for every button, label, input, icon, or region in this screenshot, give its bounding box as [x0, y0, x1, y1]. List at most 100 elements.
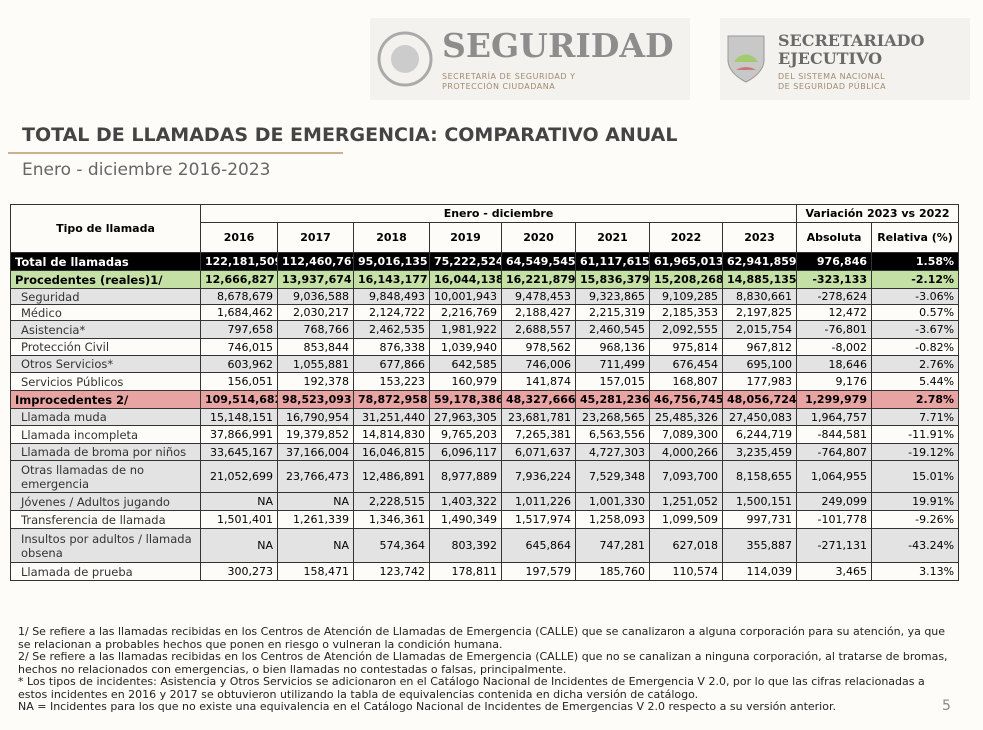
cell: -271,131	[796, 528, 873, 563]
row-label: Otras llamadas de no emergencia	[10, 460, 201, 493]
cell: 2,030,217	[277, 304, 354, 321]
cell: 158,471	[277, 562, 354, 581]
cell: 249,099	[796, 492, 873, 511]
table-row: Total de llamadas 122,181,509 112,460,767 9…	[10, 252, 960, 271]
footnote: * Los tipos de incidentes: Asistencia y …	[18, 675, 925, 701]
cell: 0.57%	[871, 304, 960, 321]
cell: 64,549,545	[501, 252, 576, 271]
row-label: Llamada de broma por niños	[10, 443, 201, 461]
cell: 48,327,666	[501, 390, 576, 409]
cell: NA	[200, 492, 278, 511]
cell: 95,016,135	[353, 252, 430, 271]
cell: 141,874	[501, 372, 576, 391]
cell: 975,814	[649, 338, 723, 356]
cell: 1,064,955	[796, 460, 873, 493]
cell: 114,039	[721, 562, 798, 581]
cell: 19,379,852	[277, 425, 354, 444]
table-row: Otras llamadas de no emergencia 21,052,69…	[10, 460, 960, 493]
column-header: 2016	[200, 222, 278, 253]
cell: 6,563,556	[575, 425, 650, 444]
cell: 8,977,889	[429, 460, 502, 493]
cell: 122,181,509	[200, 252, 278, 271]
footnotes: 1/ Se refiere a las llamadas recibidas e…	[18, 625, 948, 714]
column-header: 2020	[501, 222, 576, 253]
cell: 18,646	[796, 355, 873, 373]
row-label: Total de llamadas	[10, 252, 201, 271]
cell: 156,051	[200, 372, 278, 391]
subtitle: Enero - diciembre 2016-2023	[22, 160, 271, 180]
row-label: Jóvenes / Adultos jugando	[10, 492, 201, 511]
column-header: 2019	[429, 222, 502, 253]
cell: 16,046,815	[353, 443, 430, 461]
cell: -8,002	[796, 338, 873, 356]
cell: 2,092,555	[649, 320, 723, 339]
cell: 1,500,151	[721, 492, 798, 511]
cell: 976,846	[796, 252, 873, 271]
cell: 677,866	[353, 355, 430, 373]
table-row: Servicios Públicos 156,051 192,378 153,223 1…	[10, 372, 960, 391]
cell: 1,299,979	[796, 390, 873, 409]
column-header: 2021	[575, 222, 650, 253]
cell: 13,937,674	[277, 270, 354, 289]
cell: 1,258,093	[575, 510, 650, 529]
row-label: Protección Civil	[10, 338, 201, 356]
cell: 23,681,781	[501, 408, 576, 426]
cell: 197,579	[501, 562, 576, 581]
cell: 997,731	[721, 510, 798, 529]
cell: 355,887	[721, 528, 798, 563]
cell: 7,089,300	[649, 425, 723, 444]
row-label: Otros Servicios*	[10, 355, 201, 373]
cell: 2,460,545	[575, 320, 650, 339]
cell: 25,485,326	[649, 408, 723, 426]
cell: 2,185,353	[649, 304, 723, 321]
cell: 5.44%	[871, 372, 960, 391]
cell: 8,158,655	[721, 460, 798, 493]
cell: 15,836,379	[575, 270, 650, 289]
cell: 27,963,305	[429, 408, 502, 426]
table-row: Llamada de prueba 300,273 158,471 123,742 17…	[10, 562, 960, 581]
cell: 33,645,167	[200, 443, 278, 461]
cell: 9,109,285	[649, 288, 723, 305]
cell: 2,228,515	[353, 492, 430, 511]
table-row: Transferencia de llamada 1,501,401 1,261,3…	[10, 510, 960, 529]
cell: 9,323,865	[575, 288, 650, 305]
column-header: 2018	[353, 222, 430, 253]
table-row: Llamada incompleta 37,866,991 19,379,852 14…	[10, 425, 960, 444]
group-header: Enero - diciembre	[199, 204, 798, 223]
row-label: Llamada incompleta	[10, 425, 201, 444]
table-row: Llamada muda 15,148,151 16,790,954 31,251,4…	[10, 408, 960, 426]
cell: 177,983	[721, 372, 798, 391]
cell: 1,490,349	[429, 510, 502, 529]
footnote: NA = Incidentes para los que no existe u…	[18, 700, 836, 713]
table-row: Procedentes (reales)1/12,666,827 13,937,6…	[10, 270, 960, 289]
cell: 627,018	[649, 528, 723, 563]
cell: 12,472	[796, 304, 873, 321]
cell: 7,936,224	[501, 460, 576, 493]
cell: 16,143,177	[353, 270, 430, 289]
cell: 4,000,266	[649, 443, 723, 461]
cell: 1,039,940	[429, 338, 502, 356]
cell: 112,460,767	[277, 252, 354, 271]
data-table: Tipo de llamada Enero - diciembre Variació…	[10, 204, 960, 581]
cell: 803,392	[429, 528, 502, 563]
table-row: Otros Servicios* 603,962 1,055,881 677,866 6…	[10, 355, 960, 373]
cell: 61,965,013	[649, 252, 723, 271]
cell: 160,979	[429, 372, 502, 391]
row-label: Médico	[10, 304, 201, 321]
cell: 48,056,724	[721, 390, 798, 409]
cell: 574,364	[353, 528, 430, 563]
cell: 31,251,440	[353, 408, 430, 426]
cell: 1,011,226	[501, 492, 576, 511]
cell: -764,807	[796, 443, 873, 461]
cell: 16,790,954	[277, 408, 354, 426]
cell: 8,830,661	[721, 288, 798, 305]
table-row: Médico 1,684,462 2,030,217 2,124,722 2,216,7…	[10, 304, 960, 321]
cell: 2,216,769	[429, 304, 502, 321]
cell: 109,514,682	[200, 390, 278, 409]
cell: 178,811	[429, 562, 502, 581]
cell: 168,807	[649, 372, 723, 391]
cell: -11.91%	[871, 425, 960, 444]
column-header: 2023	[721, 222, 798, 253]
cell: 23,268,565	[575, 408, 650, 426]
